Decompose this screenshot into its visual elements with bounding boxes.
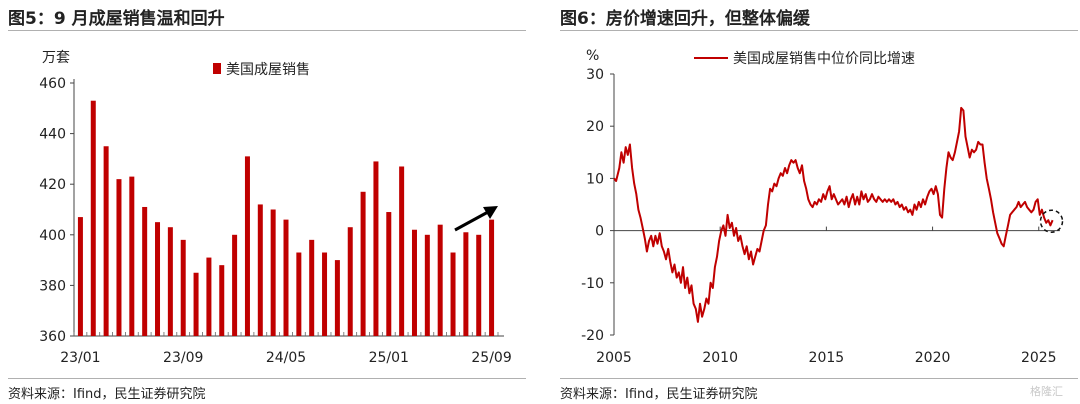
y-tick-label: 0	[595, 224, 604, 240]
bar	[322, 252, 328, 336]
x-tick-label: 2015	[809, 350, 845, 366]
right-source-note: 资料来源：Ifind，民生证券研究院	[560, 387, 758, 402]
x-tick-label: 25/01	[369, 350, 409, 366]
trend-arrow-head	[483, 206, 498, 219]
x-tick-label: 25/09	[471, 350, 511, 366]
trend-arrow-shaft	[454, 210, 489, 232]
left-source-note: 资料来源：Ifind，民生证券研究院	[8, 387, 206, 402]
bar	[257, 204, 263, 336]
bar	[347, 227, 353, 336]
bar	[476, 234, 482, 336]
y-tick-label: -20	[581, 328, 604, 344]
x-tick-label: 2010	[702, 350, 738, 366]
x-tick-label: 23/01	[60, 350, 100, 366]
bar	[206, 257, 212, 336]
y-tick-label: 400	[39, 228, 66, 244]
y-tick-label: 380	[39, 278, 66, 294]
right-title-divider	[560, 30, 1078, 31]
left-panel: 图5：9 月成屋销售温和回升 360 380 400 420 440 460 万套 23/01…	[8, 0, 538, 404]
y-axis-unit-label: 万套	[42, 50, 70, 66]
bar	[90, 100, 96, 337]
series-line	[613, 106, 1054, 323]
bar	[180, 239, 186, 336]
y-tick-label: 440	[39, 127, 66, 143]
y-tick-label: 30	[586, 67, 604, 83]
bar	[129, 176, 135, 336]
right-panel: 图6：房价增速回升，但整体偏缓 -20 -10 0 10 20 30% 2005 2010 20…	[560, 0, 1080, 404]
y-axis-unit-label: %	[586, 48, 599, 64]
bar	[167, 227, 173, 336]
bar	[489, 219, 495, 336]
bar	[373, 161, 379, 336]
bar	[309, 239, 315, 336]
bar	[386, 212, 392, 336]
bar	[360, 191, 366, 336]
bar	[334, 260, 340, 336]
bar	[270, 209, 276, 336]
bar	[142, 206, 148, 336]
left-bar-chart: 360 380 400 420 440 460 万套 23/01 23/09 24/05 25/01…	[39, 50, 511, 366]
bar	[103, 146, 109, 336]
x-tick-label: 24/05	[266, 350, 306, 366]
bar	[463, 232, 469, 336]
bar	[77, 217, 83, 336]
bar	[193, 272, 199, 336]
bar	[437, 224, 443, 336]
bar	[450, 252, 456, 336]
y-tick-label: 20	[586, 119, 604, 135]
highlight-circle	[1039, 209, 1064, 233]
y-tick-label: 10	[586, 171, 604, 187]
legend-label: 美国成屋销售中位价同比增速	[733, 51, 915, 67]
bar	[296, 252, 302, 336]
bar	[155, 222, 161, 336]
bar	[283, 219, 289, 336]
bar	[244, 156, 250, 336]
right-chart-title: 图6：房价增速回升，但整体偏缓	[560, 9, 810, 29]
right-line-chart: -20 -10 0 10 20 30% 2005 2010 2015 2020 2025 美国成屋销售…	[581, 48, 1064, 366]
bar	[424, 234, 430, 336]
watermark-logo: 格隆汇	[1030, 385, 1063, 398]
legend-swatch	[213, 63, 221, 74]
x-tick-label: 23/09	[163, 350, 203, 366]
bar	[411, 229, 417, 336]
x-tick-label: 2005	[596, 350, 632, 366]
x-tick-label: 2025	[1021, 350, 1057, 366]
y-tick-label: 460	[39, 76, 66, 92]
right-source-divider	[560, 378, 1078, 379]
left-chart-title: 图5：9 月成屋销售温和回升	[8, 9, 225, 29]
bar	[399, 166, 405, 336]
bar	[116, 179, 122, 336]
legend-label: 美国成屋销售	[226, 62, 310, 78]
bar	[232, 234, 238, 336]
left-title-divider	[8, 30, 526, 31]
y-tick-label: 360	[39, 329, 66, 345]
bar	[219, 265, 225, 336]
y-tick-label: -10	[581, 276, 604, 292]
y-tick-label: 420	[39, 177, 66, 193]
left-source-divider	[8, 378, 526, 379]
x-tick-label: 2020	[915, 350, 951, 366]
